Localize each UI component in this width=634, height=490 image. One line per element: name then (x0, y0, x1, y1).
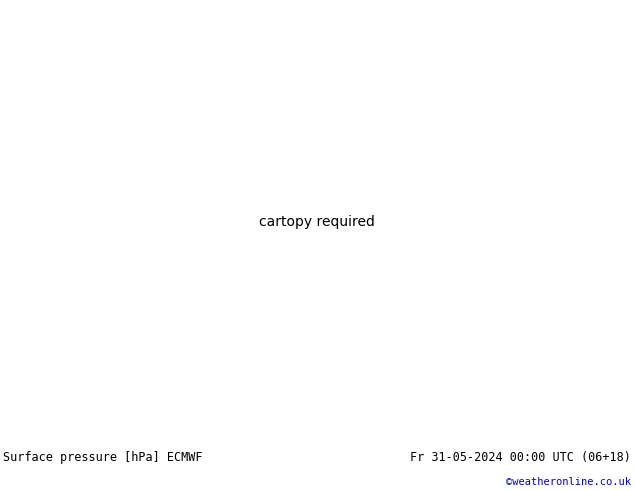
Text: Fr 31-05-2024 00:00 UTC (06+18): Fr 31-05-2024 00:00 UTC (06+18) (410, 451, 631, 464)
Text: Surface pressure [hPa] ECMWF: Surface pressure [hPa] ECMWF (3, 451, 203, 464)
Text: cartopy required: cartopy required (259, 215, 375, 229)
Text: ©weatheronline.co.uk: ©weatheronline.co.uk (506, 477, 631, 487)
